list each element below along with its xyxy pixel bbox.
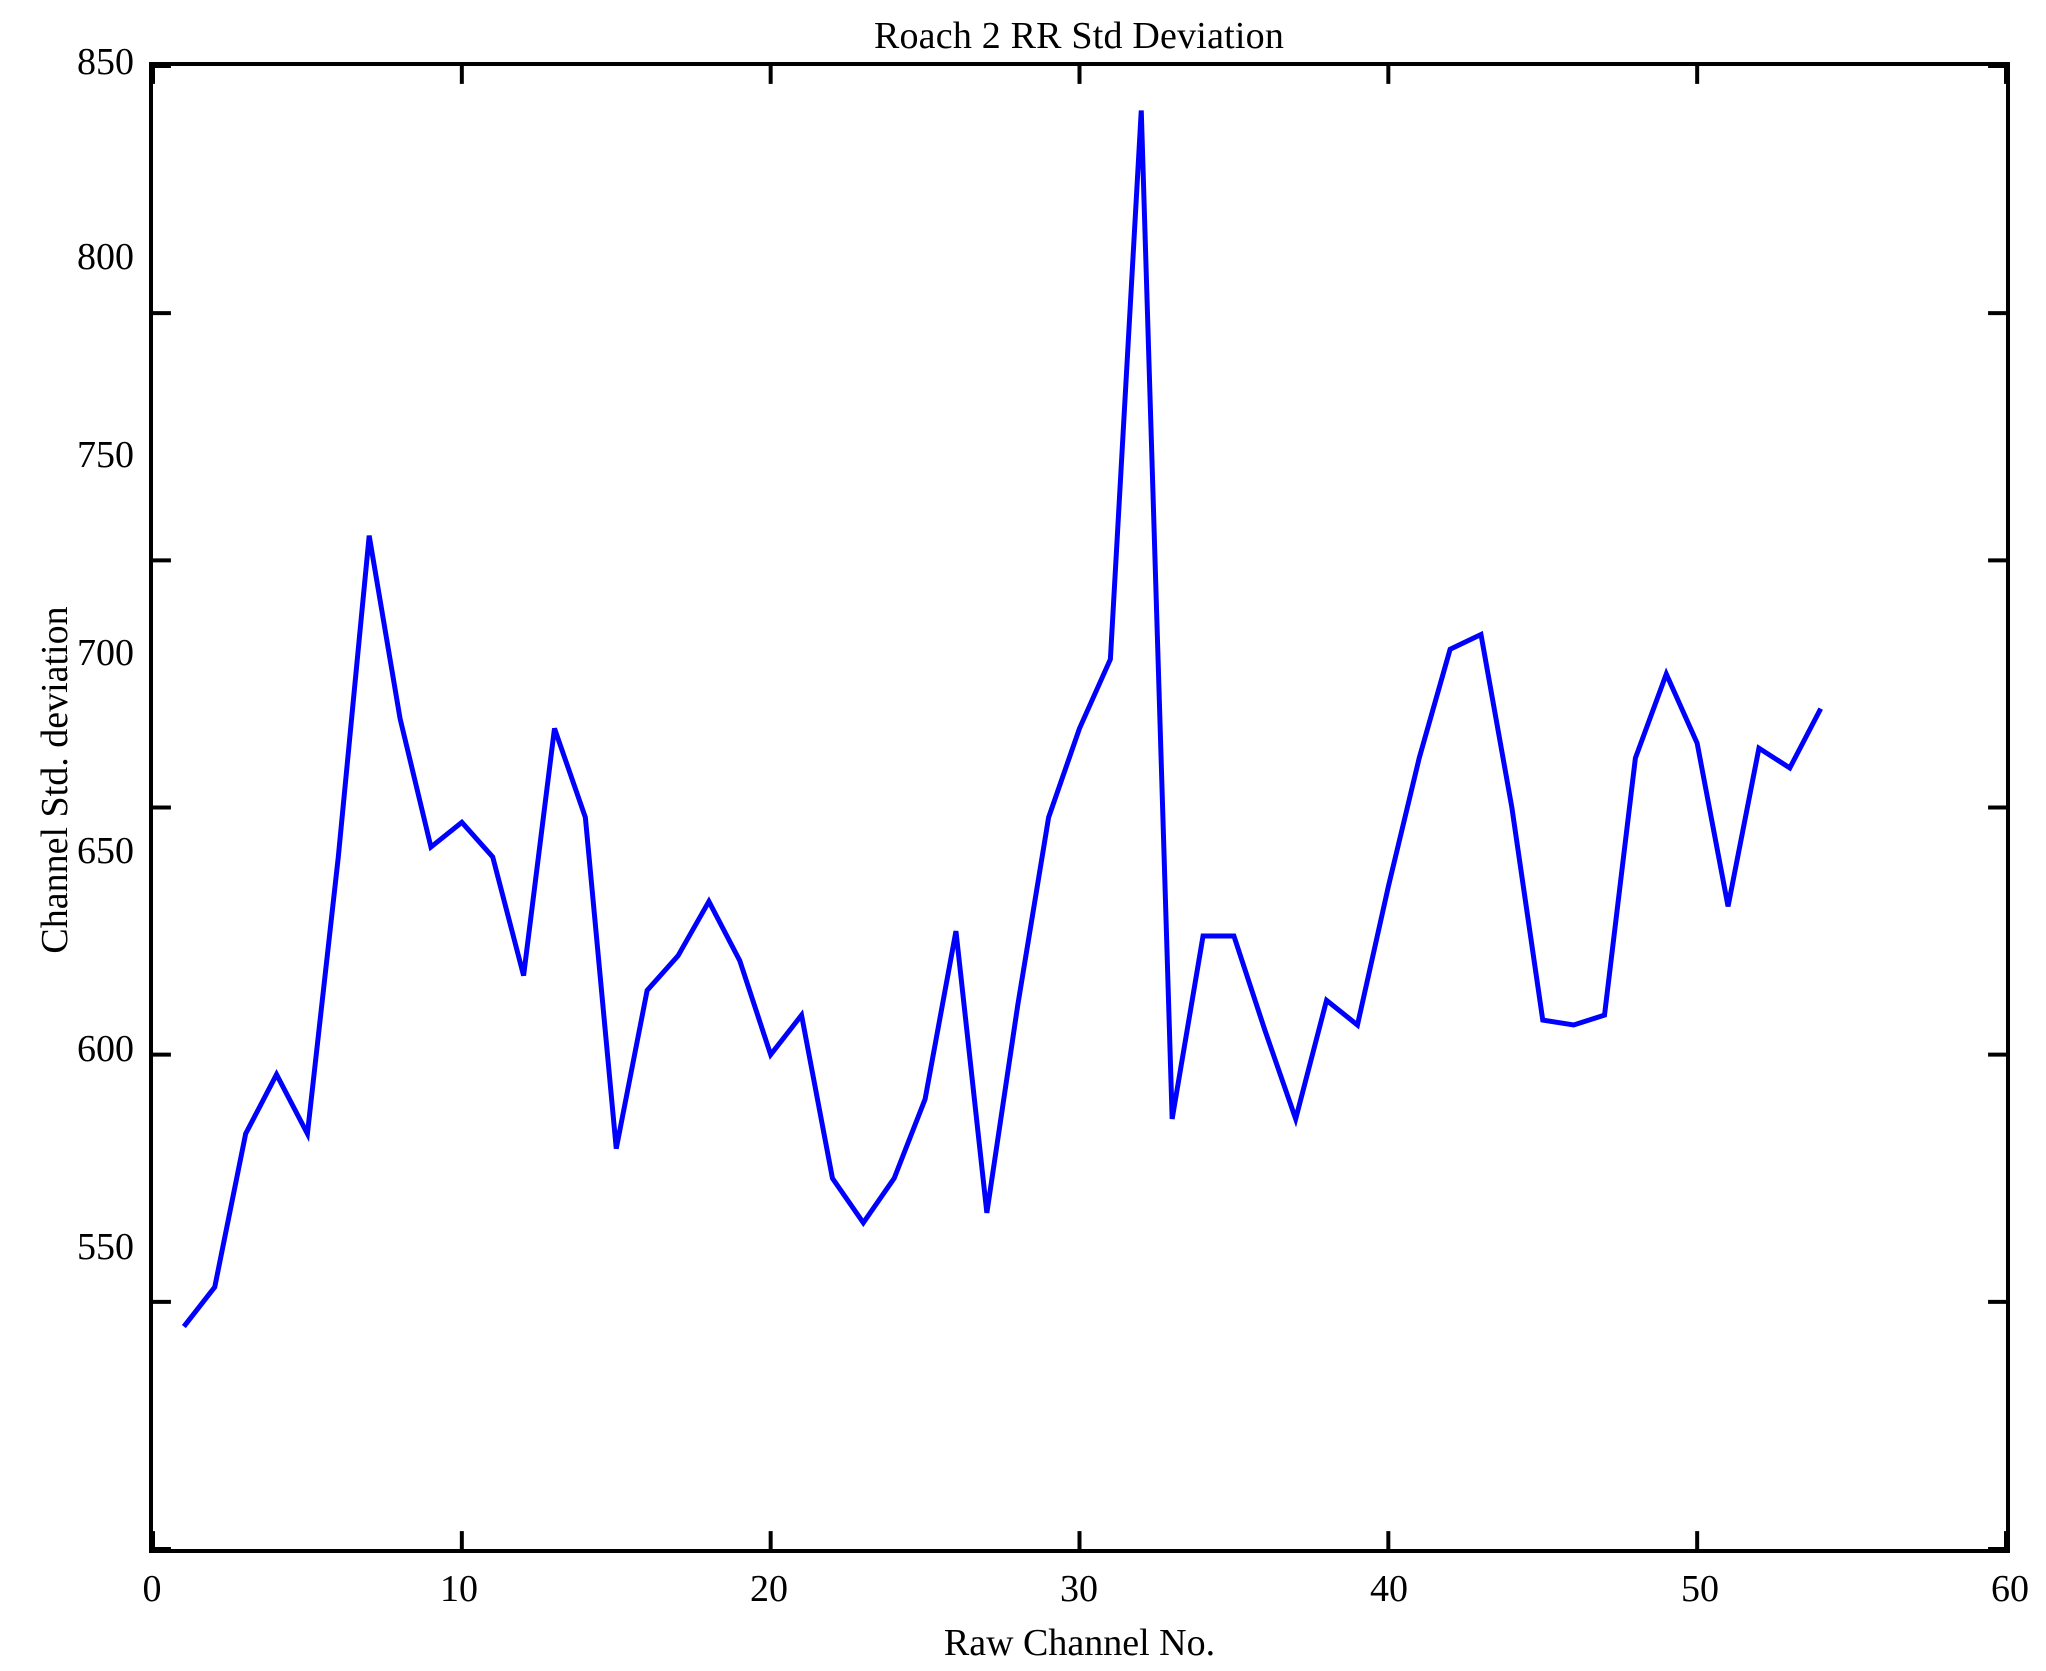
y-tick-label: 600 bbox=[77, 1028, 134, 1070]
x-tick-label: 0 bbox=[142, 1568, 162, 1610]
x-tick-label: 50 bbox=[1681, 1568, 1719, 1610]
x-tick-label: 20 bbox=[750, 1568, 788, 1610]
plot-area bbox=[149, 62, 2010, 1553]
x-tick-label: 40 bbox=[1370, 1568, 1408, 1610]
x-axis-title: Raw Channel No. bbox=[943, 1622, 1216, 1664]
chart-title: Roach 2 RR Std Deviation bbox=[873, 15, 1285, 57]
tick-marks-group bbox=[153, 66, 2006, 1549]
plot-svg bbox=[153, 66, 2006, 1549]
x-tick-label: 60 bbox=[1991, 1568, 2029, 1610]
y-tick-label: 650 bbox=[77, 830, 134, 872]
y-tick-label: 850 bbox=[77, 41, 134, 83]
data-series-line bbox=[181, 110, 1823, 1329]
y-tick-label: 550 bbox=[77, 1226, 134, 1268]
y-tick-label-group: 850 800 750 700 650 600 550 bbox=[0, 0, 134, 1671]
y-axis-title: Channel Std. deviation bbox=[34, 606, 76, 954]
x-tick-label: 10 bbox=[440, 1568, 478, 1610]
x-tick-label: 30 bbox=[1060, 1568, 1098, 1610]
y-tick-label: 800 bbox=[77, 236, 134, 278]
y-tick-label: 700 bbox=[77, 632, 134, 674]
y-tick-label: 750 bbox=[77, 434, 134, 476]
